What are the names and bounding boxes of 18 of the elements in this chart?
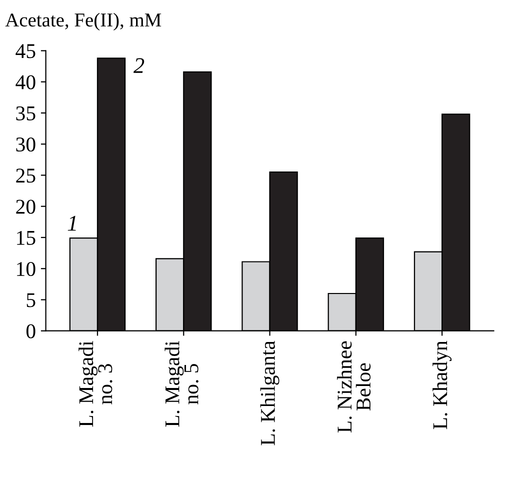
y-tick-label: 25 [16,168,36,183]
x-tick-label: L. Khilganta [260,340,280,446]
y-axis-title: Acetate, Fe(II), mM [5,12,162,31]
x-tick-label: L. Nizhnee Beloe [337,341,371,433]
y-tick-label: 40 [16,75,36,90]
y-tick-label: 45 [16,44,36,58]
annotation: 2 [134,58,144,73]
annotation: 1 [68,216,76,231]
y-tick-label: 30 [16,137,36,152]
y-tick-label: 20 [16,200,36,214]
y-tick-label: 15 [17,230,36,245]
y-tick-label: 10 [17,262,36,276]
x-tick-label: L. Khadyn [432,340,452,430]
y-tick-label: 35 [16,106,36,120]
y-tick-label: 0 [26,324,36,338]
x-tick-label: L. Magadi no. 5 [164,340,198,427]
y-tick-label: 5 [26,293,36,308]
x-tick-label: L. Magadi no. 3 [78,340,112,427]
